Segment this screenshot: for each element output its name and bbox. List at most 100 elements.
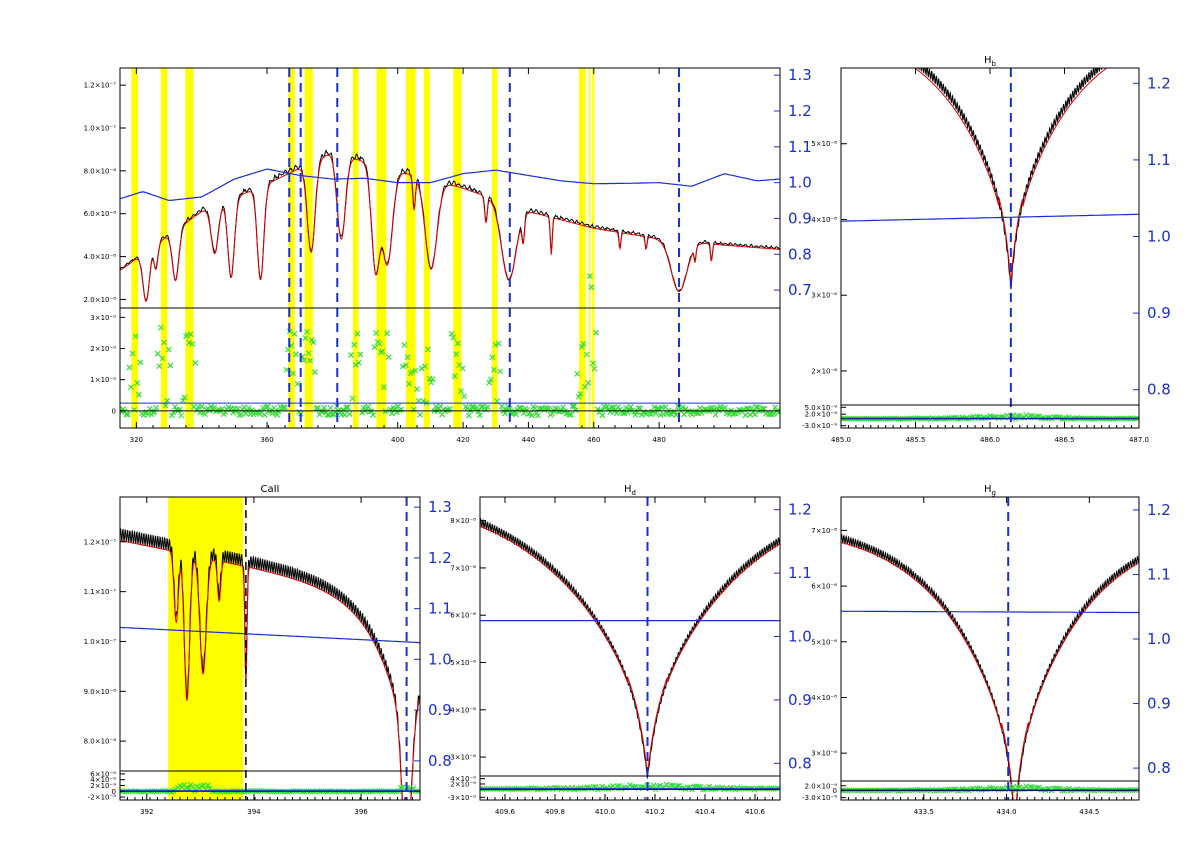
model-spectrum-line bbox=[120, 539, 420, 800]
panel-hd: 409.6 409.8 410.0 410.2 410.4 410.6 3×10⁻⁸ 4×10… bbox=[448, 484, 812, 816]
response-curve-line bbox=[120, 626, 420, 644]
residual-y-tick-label: 0 bbox=[112, 788, 116, 796]
panel-caii: 392 394 396 8.0×10⁻⁸ 9.0×10⁻⁸ 1.0×10⁻⁷ 1.1×10⁻… bbox=[84, 484, 452, 816]
x-tick-label: 487.0 bbox=[1129, 436, 1149, 444]
model-spectrum-line bbox=[480, 525, 780, 773]
right-y-tick-label: 1.3 bbox=[788, 66, 812, 84]
x-tick-label: 320 bbox=[130, 436, 143, 444]
y-tick-label: 1.0×10⁻⁷ bbox=[84, 125, 117, 133]
y-tick-label: 4.0×10⁻⁸ bbox=[84, 253, 117, 261]
panel-title-subscript: b bbox=[992, 60, 997, 68]
right-y-tick-label: 0.8 bbox=[428, 752, 452, 770]
data-layer bbox=[841, 533, 1139, 800]
panel-hb: 485.0 485.5 486.0 486.5 487.0 2×10⁻⁸ 3×10⁻⁸ 4×1… bbox=[802, 55, 1171, 444]
data-layer bbox=[120, 68, 780, 428]
residual-y-tick-label: -3×10⁻⁹ bbox=[448, 794, 476, 802]
x-tick-label: 394 bbox=[247, 808, 261, 816]
residual-y-tick-label: 4×10⁻⁹ bbox=[450, 775, 476, 783]
x-tick-label: 485.5 bbox=[905, 436, 925, 444]
panel-hg: 433.5 434.0 434.5 3×10⁻⁸ 4×10⁻⁸ 5×10⁻⁸ 6×10⁻⁸ 7… bbox=[802, 484, 1171, 816]
right-y-tick-label: 1.0 bbox=[1147, 228, 1171, 246]
y-tick-label: 7×10⁻⁸ bbox=[811, 527, 837, 535]
residual-y-tick-label: 4×10⁻⁹ bbox=[90, 776, 116, 784]
y-tick-label: 6×10⁻⁸ bbox=[450, 612, 476, 620]
y-tick-label: 2×10⁻⁸ bbox=[811, 367, 837, 375]
right-y-tick-label: 1.2 bbox=[788, 501, 812, 519]
right-y-tick-label: 1.1 bbox=[788, 138, 812, 156]
y-tick-label: 3×10⁻⁸ bbox=[811, 292, 837, 300]
yellow-band bbox=[352, 68, 359, 428]
yellow-band bbox=[304, 68, 313, 428]
x-tick-label: 392 bbox=[140, 808, 153, 816]
observed-spectrum-line bbox=[480, 517, 780, 780]
right-y-tick-label: 0.8 bbox=[1147, 759, 1171, 777]
y-tick-label: 9.0×10⁻⁸ bbox=[84, 688, 117, 696]
right-y-tick-label: 1.0 bbox=[428, 650, 452, 668]
residual-y-tick-label: 3×10⁻⁹ bbox=[90, 314, 116, 322]
yellow-band bbox=[592, 68, 595, 428]
model-spectrum-line bbox=[841, 541, 1139, 800]
data-layer bbox=[480, 517, 780, 793]
y-tick-label: 5×10⁻⁸ bbox=[811, 140, 837, 148]
right-y-tick-label: 1.2 bbox=[428, 549, 452, 567]
right-y-tick-label: 1.1 bbox=[1147, 151, 1171, 169]
residual-y-tick-label: 1×10⁻⁹ bbox=[90, 376, 116, 384]
right-y-tick-label: 0.9 bbox=[788, 691, 812, 709]
x-tick-label: 360 bbox=[260, 436, 273, 444]
y-tick-label: 3×10⁻⁸ bbox=[811, 750, 837, 758]
residual-y-tick-label: 2×10⁻⁹ bbox=[90, 782, 116, 790]
panel-title: Hd bbox=[624, 484, 636, 497]
y-tick-label: 1.2×10⁻⁷ bbox=[84, 538, 117, 546]
y-tick-label: 3×10⁻⁸ bbox=[450, 754, 476, 762]
right-y-tick-label: 0.9 bbox=[788, 209, 812, 227]
y-tick-label: 7×10⁻⁸ bbox=[450, 564, 476, 572]
x-tick-label: 410.2 bbox=[645, 808, 665, 816]
y-tick-label: 8.0×10⁻⁸ bbox=[84, 167, 117, 175]
yellow-band bbox=[405, 68, 416, 428]
observed-spectrum-line bbox=[120, 528, 420, 800]
right-y-tick-label: 1.0 bbox=[788, 174, 812, 192]
residual-y-tick-label: -3.0×10⁻⁹ bbox=[802, 794, 837, 802]
x-tick-label: 434.0 bbox=[997, 808, 1017, 816]
yellow-band bbox=[588, 68, 591, 428]
right-y-tick-label: 0.8 bbox=[788, 245, 812, 263]
x-tick-label: 409.8 bbox=[545, 808, 565, 816]
data-layer bbox=[841, 68, 1139, 422]
residual-y-tick-label: 2×10⁻⁹ bbox=[450, 781, 476, 789]
residual-y-tick-label: 0 bbox=[833, 787, 837, 795]
response-curve-line bbox=[120, 168, 780, 202]
right-y-tick-label: 1.2 bbox=[1147, 501, 1171, 519]
residual-y-tick-label: -2×10⁻⁹ bbox=[88, 794, 116, 802]
right-y-tick-label: 0.8 bbox=[1147, 381, 1171, 399]
right-y-tick-label: 1.0 bbox=[1147, 630, 1171, 648]
right-y-tick-label: 1.1 bbox=[428, 600, 452, 618]
observed-spectrum-line bbox=[916, 68, 1103, 290]
yellow-band bbox=[131, 68, 138, 428]
x-tick-label: 460 bbox=[587, 436, 600, 444]
panel-title-subscript: g bbox=[992, 489, 996, 497]
yellow-band bbox=[453, 68, 462, 428]
yellow-band bbox=[491, 68, 498, 428]
x-tick-label: 396 bbox=[354, 808, 368, 816]
y-tick-label: 1.1×10⁻⁷ bbox=[84, 588, 117, 596]
x-tick-label: 410.4 bbox=[695, 808, 716, 816]
residual-y-tick-label: -3.0×10⁻⁹ bbox=[802, 422, 837, 430]
x-tick-label: 410.6 bbox=[745, 808, 766, 816]
right-y-tick-label: 1.2 bbox=[1147, 74, 1171, 92]
residual-y-tick-label: 2.0×10⁻⁹ bbox=[805, 782, 838, 790]
residual-y-tick-label: 2×10⁻⁹ bbox=[90, 345, 116, 353]
y-tick-label: 1.2×10⁻⁷ bbox=[84, 82, 117, 90]
right-y-tick-label: 0.9 bbox=[1147, 695, 1171, 713]
right-y-tick-label: 0.8 bbox=[788, 754, 812, 772]
x-tick-label: 433.5 bbox=[914, 808, 934, 816]
panel-title-subscript: d bbox=[632, 489, 636, 497]
x-tick-label: 410.0 bbox=[595, 808, 615, 816]
y-tick-label: 5×10⁻⁸ bbox=[811, 638, 837, 646]
right-y-tick-label: 0.7 bbox=[788, 281, 812, 299]
residual-points bbox=[120, 273, 780, 419]
y-tick-label: 2.0×10⁻⁸ bbox=[84, 296, 117, 304]
right-y-tick-label: 1.1 bbox=[788, 564, 812, 582]
model-spectrum-line bbox=[120, 154, 780, 302]
panel-title: Hg bbox=[984, 484, 996, 497]
